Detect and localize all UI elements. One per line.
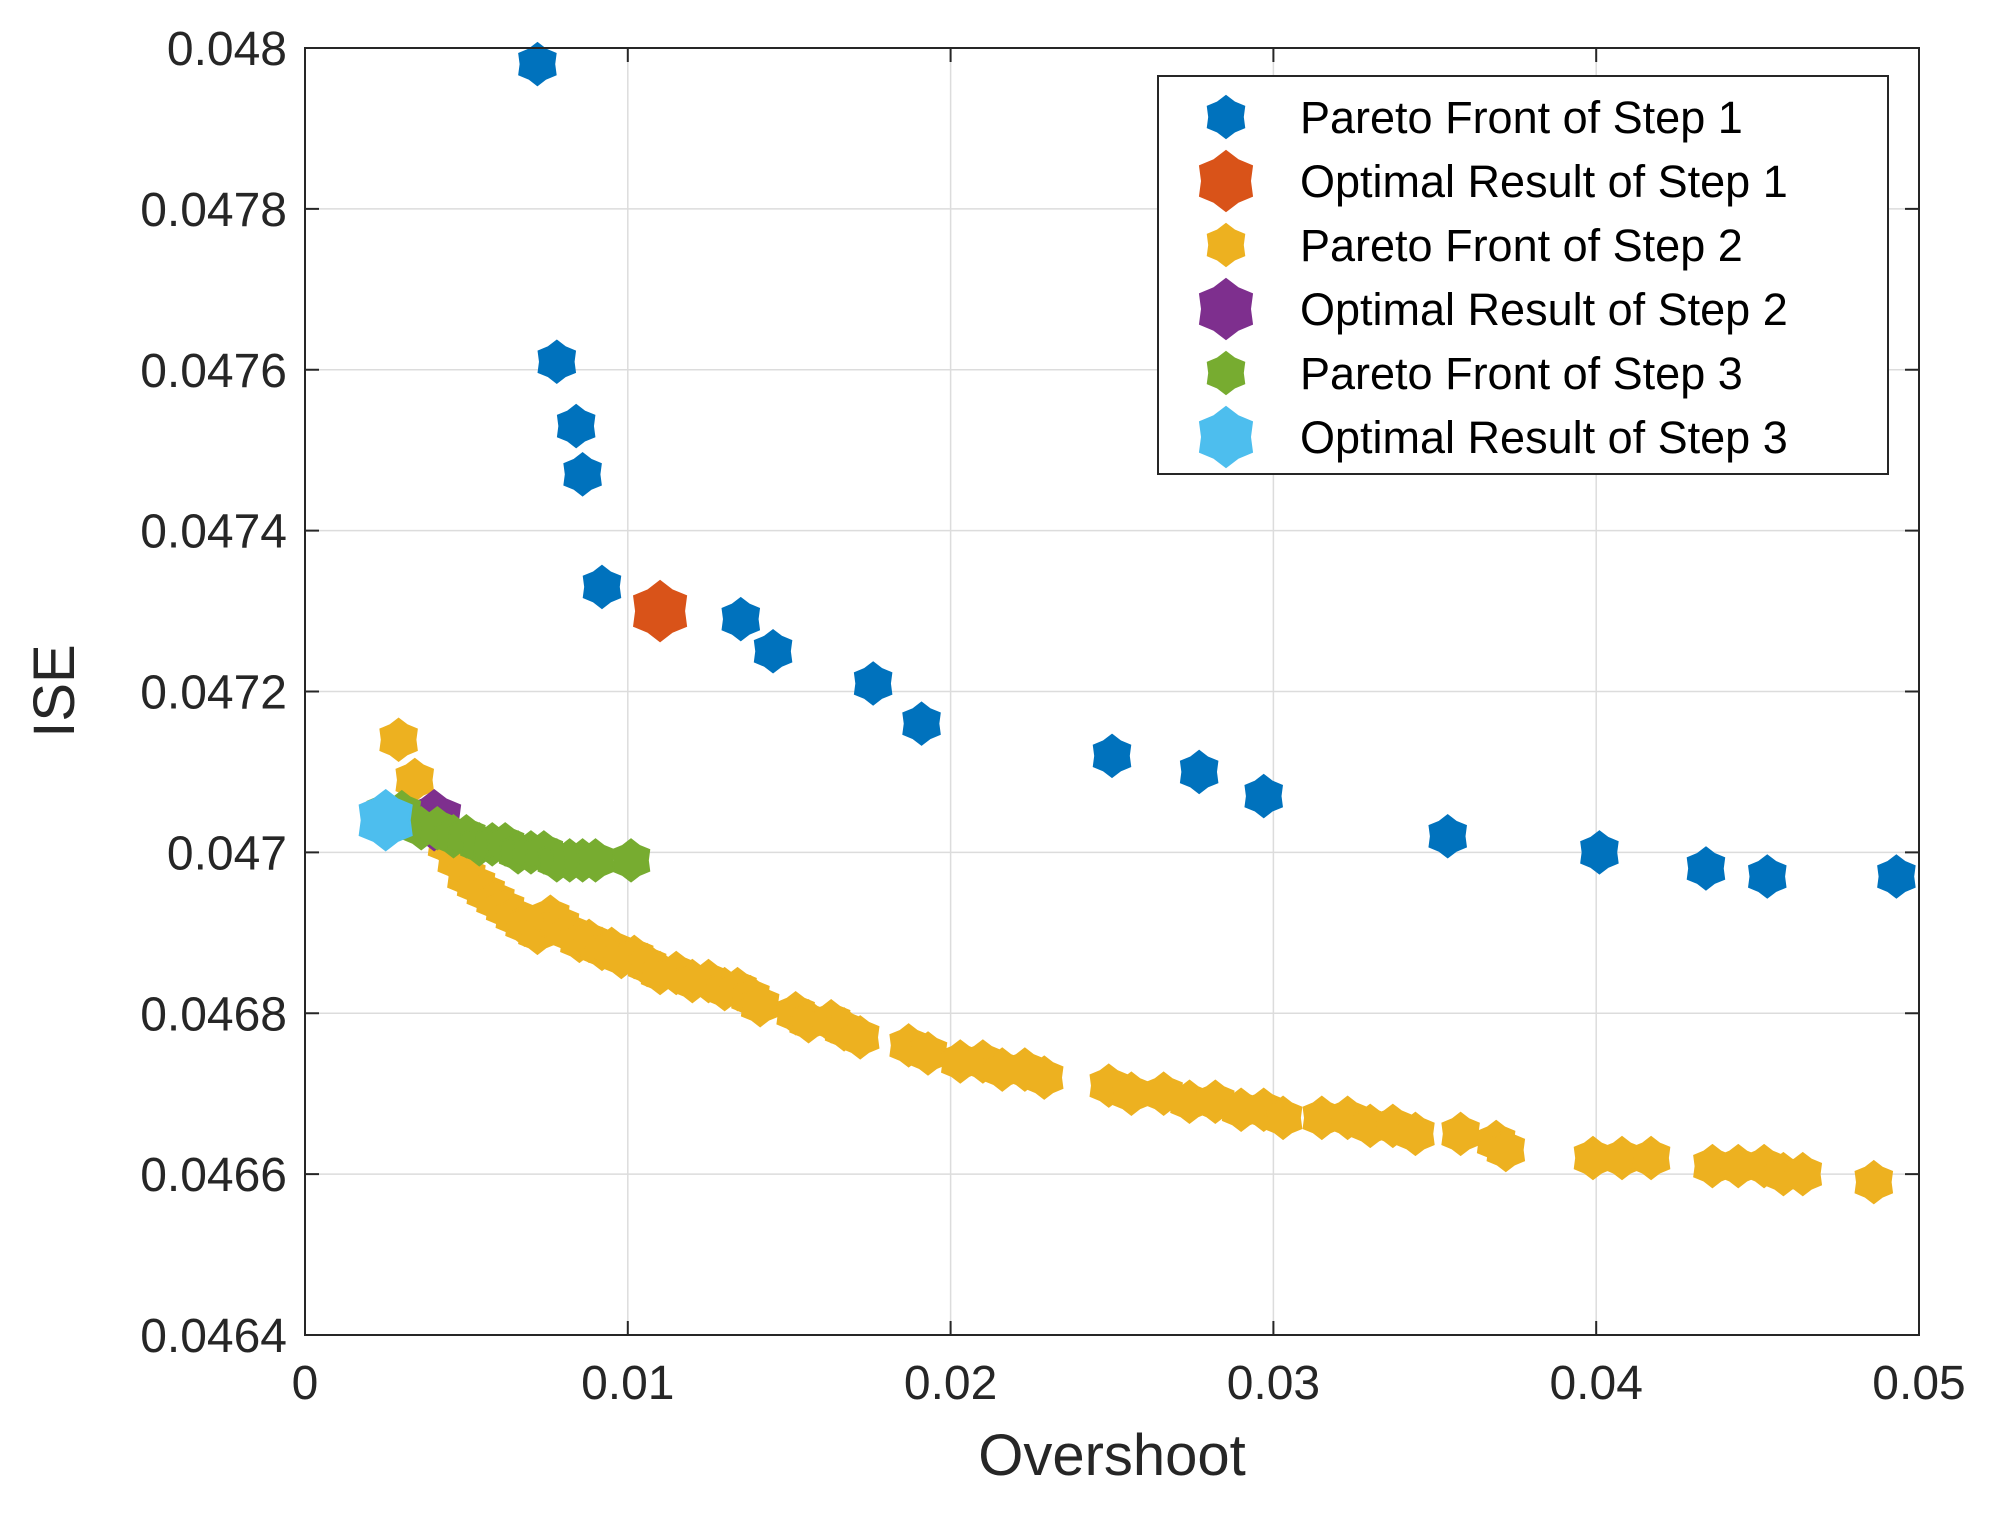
- data-point: [611, 838, 651, 883]
- data-point: [753, 629, 793, 674]
- x-tick-label: 0.03: [1227, 1357, 1320, 1410]
- data-point: [1486, 1127, 1526, 1173]
- data-point: [1428, 814, 1467, 859]
- y-tick-label: 0.0464: [140, 1310, 287, 1363]
- legend-item: Pareto Front of Step 3: [1206, 348, 1743, 399]
- y-tick-label: 0.0476: [140, 345, 287, 398]
- axis-ticks: 0 0.01 0.02 0.03 0.04 0.05 0.0464 0.0466 0.0468 0…: [140, 23, 1966, 1410]
- data-point: [1854, 1159, 1894, 1205]
- legend-marker: [1198, 149, 1254, 213]
- legend-item: Pareto Front of Step 1: [1206, 92, 1743, 143]
- legend-marker: [1206, 350, 1246, 396]
- y-tick-label: 0.0478: [140, 184, 287, 237]
- data-point: [582, 564, 622, 610]
- data-point: [563, 452, 602, 497]
- y-tick-label: 0.0468: [140, 988, 287, 1041]
- data-point: [908, 1031, 948, 1076]
- data-point: [1783, 1151, 1823, 1197]
- legend-marker: [1198, 405, 1254, 469]
- x-tick-label: 0.04: [1549, 1357, 1642, 1410]
- legend-label: Optimal Result of Step 3: [1300, 412, 1788, 463]
- data-point: [1580, 830, 1619, 875]
- legend-box: [1157, 75, 1889, 475]
- data-point: [1263, 1095, 1303, 1141]
- data-point: [358, 788, 413, 852]
- y-tick-label: 0.0472: [140, 667, 287, 720]
- y-axis-label: ISE: [22, 644, 87, 738]
- data-point: [1686, 846, 1726, 891]
- x-tick-label: 0.01: [581, 1357, 674, 1410]
- legend-item: Optimal Result of Step 3: [1198, 405, 1788, 469]
- legend: Pareto Front of Step 1 Optimal Result of …: [1157, 75, 1889, 475]
- series-pareto-front-of-step-1: [518, 41, 1916, 899]
- data-point: [518, 41, 557, 87]
- data-point: [1396, 1111, 1435, 1157]
- data-point: [556, 403, 596, 449]
- series-pareto-front-of-step-2: [379, 717, 1894, 1205]
- data-point: [1244, 773, 1283, 819]
- plot-area: [358, 41, 1916, 1205]
- legend-label: Optimal Result of Step 2: [1300, 284, 1788, 335]
- data-point: [1179, 749, 1219, 795]
- series-optimal-result-of-step-1: [633, 579, 688, 643]
- data-point: [840, 1015, 880, 1060]
- series-optimal-result-of-step-3: [358, 788, 413, 852]
- data-point: [379, 717, 418, 763]
- data-point: [902, 701, 941, 746]
- data-point: [1631, 1135, 1671, 1181]
- legend-label: Optimal Result of Step 1: [1300, 156, 1788, 207]
- data-point: [1877, 854, 1916, 899]
- data-point: [1092, 733, 1132, 779]
- legend-item: Optimal Result of Step 2: [1198, 277, 1788, 341]
- legend-marker: [1206, 222, 1246, 268]
- legend-marker: [1198, 277, 1254, 341]
- data-point: [853, 661, 893, 706]
- data-point: [740, 982, 780, 1028]
- data-point: [1441, 1111, 1480, 1157]
- legend-item: Optimal Result of Step 1: [1198, 149, 1788, 213]
- x-tick-label: 0.02: [904, 1357, 997, 1410]
- legend-label: Pareto Front of Step 3: [1300, 348, 1743, 399]
- y-tick-label: 0.0474: [140, 506, 287, 559]
- legend-item: Pareto Front of Step 2: [1206, 220, 1743, 271]
- legend-label: Pareto Front of Step 1: [1300, 92, 1743, 143]
- x-tick-label: 0: [292, 1357, 319, 1410]
- x-tick-label: 0.05: [1872, 1357, 1965, 1410]
- y-tick-label: 0.047: [167, 827, 287, 880]
- x-axis-label: Overshoot: [978, 1423, 1246, 1488]
- data-point: [1024, 1055, 1064, 1100]
- data-point: [537, 339, 577, 384]
- data-point: [633, 579, 688, 643]
- legend-label: Pareto Front of Step 2: [1300, 220, 1743, 271]
- y-tick-label: 0.048: [167, 23, 287, 76]
- legend-marker: [1206, 94, 1246, 140]
- data-point: [1748, 854, 1787, 899]
- data-point: [721, 596, 761, 642]
- y-tick-label: 0.0466: [140, 1149, 287, 1202]
